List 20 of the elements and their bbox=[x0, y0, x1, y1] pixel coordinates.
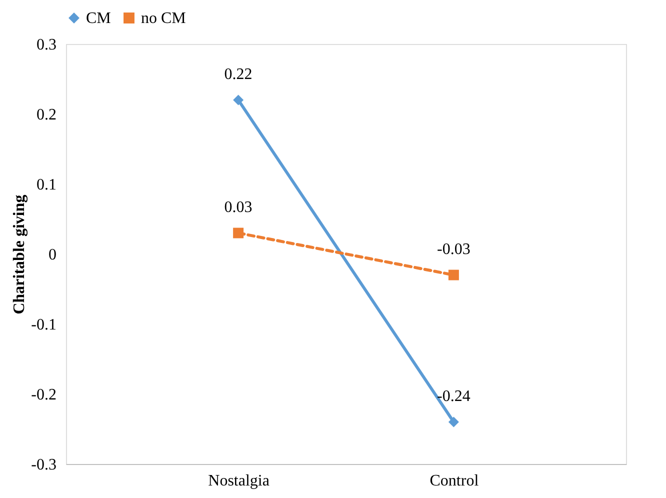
data-label: -0.03 bbox=[437, 241, 470, 258]
point bbox=[233, 228, 244, 238]
legend-label: CM bbox=[86, 10, 111, 27]
point bbox=[233, 94, 244, 106]
data-label: 0.03 bbox=[224, 199, 252, 216]
y-axis-title: Charitable giving bbox=[11, 194, 28, 314]
y-tick-label: 0 bbox=[48, 246, 56, 264]
y-tick-label: 0.1 bbox=[36, 176, 56, 194]
y-tick-label: 0.3 bbox=[36, 36, 56, 54]
point bbox=[448, 416, 459, 428]
y-tick-label: 0.2 bbox=[36, 106, 56, 124]
point bbox=[448, 270, 459, 280]
data-label: 0.22 bbox=[224, 66, 252, 83]
x-tick-label: Nostalgia bbox=[208, 472, 270, 490]
legend-label: no CM bbox=[141, 10, 186, 27]
data-label: -0.24 bbox=[437, 388, 470, 405]
y-tick-label: -0.2 bbox=[31, 386, 56, 404]
x-tick-label: Control bbox=[430, 472, 480, 490]
y-tick-label: -0.3 bbox=[31, 456, 56, 474]
y-tick-label: -0.1 bbox=[31, 316, 56, 334]
